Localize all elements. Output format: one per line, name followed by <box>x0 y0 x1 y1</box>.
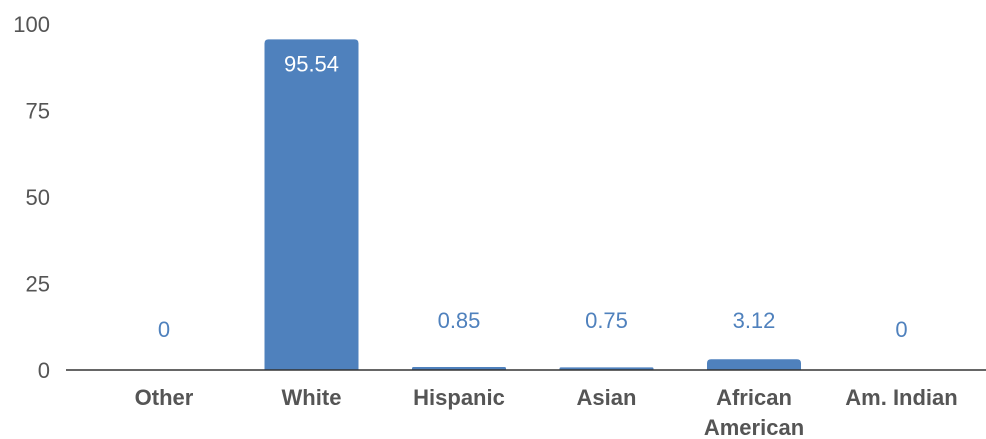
x-tick-label: Am. Indian <box>845 385 957 410</box>
x-tick-label: African <box>716 385 792 410</box>
data-label: 0 <box>158 317 170 342</box>
data-label: 3.12 <box>733 308 776 333</box>
bar <box>707 359 801 370</box>
y-tick-label: 75 <box>26 99 50 124</box>
x-tick-label: Hispanic <box>413 385 505 410</box>
y-tick-label: 100 <box>13 12 50 37</box>
x-tick-label: Asian <box>577 385 637 410</box>
y-tick-label: 25 <box>26 272 50 297</box>
data-label: 0.75 <box>585 308 628 333</box>
data-label: 0 <box>895 317 907 342</box>
y-tick-label: 0 <box>38 358 50 383</box>
x-tick-label: White <box>282 385 342 410</box>
x-tick-label: American <box>704 415 804 439</box>
x-tick-label: Other <box>135 385 194 410</box>
bar <box>264 39 359 370</box>
data-label: 0.85 <box>438 308 481 333</box>
y-tick-label: 50 <box>26 185 50 210</box>
data-label: 95.54 <box>284 51 339 76</box>
